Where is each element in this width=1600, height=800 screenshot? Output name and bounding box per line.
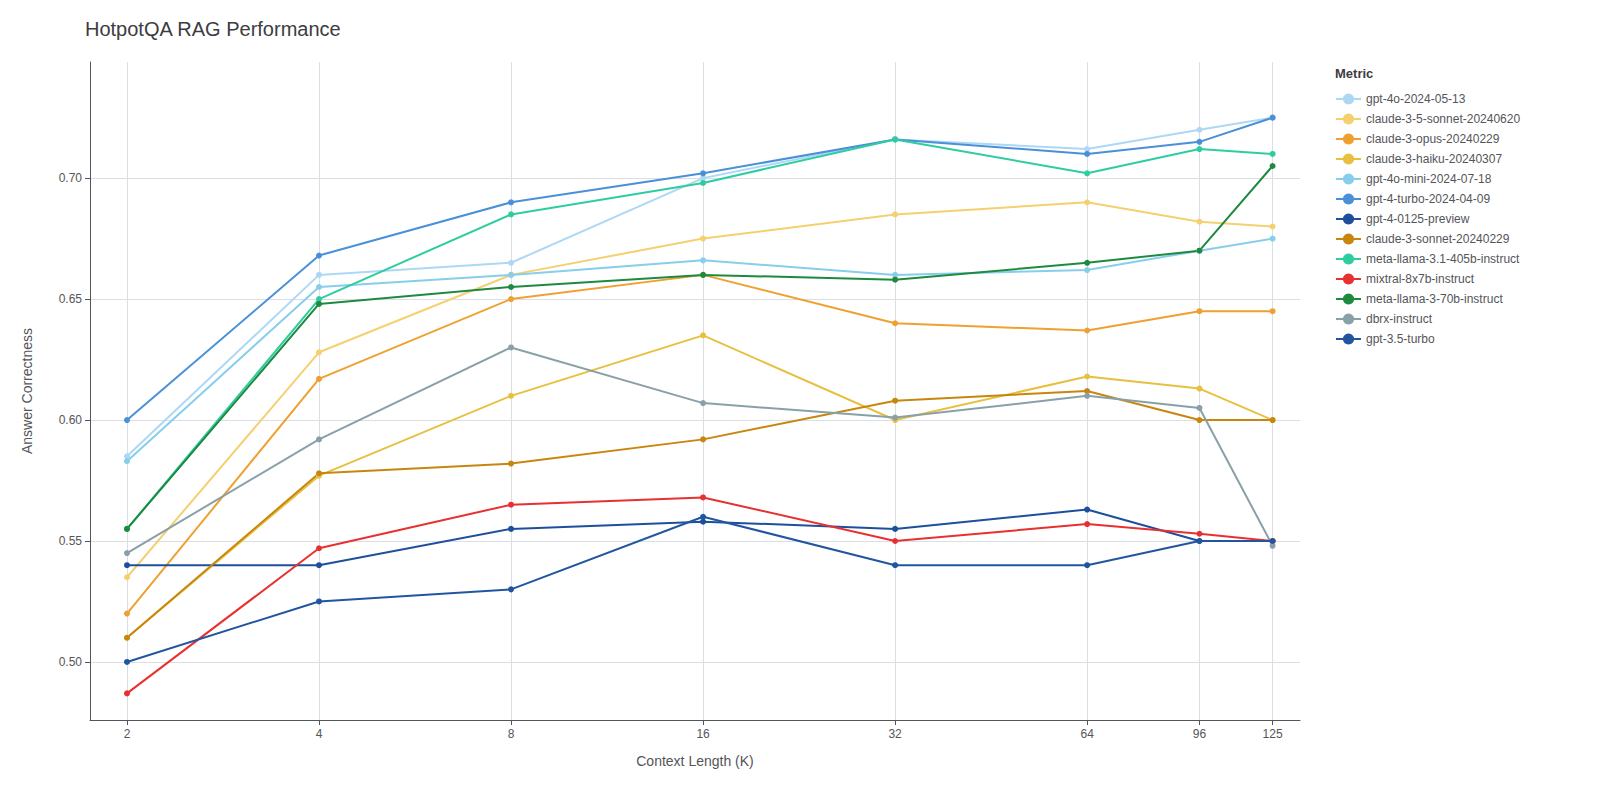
svg-text:gpt-3.5-turbo: gpt-3.5-turbo xyxy=(1366,332,1435,346)
svg-text:96: 96 xyxy=(1193,727,1207,741)
svg-text:claude-3-5-sonnet-20240620: claude-3-5-sonnet-20240620 xyxy=(1366,112,1520,126)
svg-text:claude-3-opus-20240229: claude-3-opus-20240229 xyxy=(1366,132,1500,146)
svg-text:gpt-4o-2024-05-13: gpt-4o-2024-05-13 xyxy=(1366,92,1466,106)
svg-text:mixtral-8x7b-instruct: mixtral-8x7b-instruct xyxy=(1366,272,1475,286)
svg-text:0.60: 0.60 xyxy=(59,413,83,427)
svg-text:claude-3-haiku-20240307: claude-3-haiku-20240307 xyxy=(1366,152,1502,166)
svg-text:meta-llama-3-70b-instruct: meta-llama-3-70b-instruct xyxy=(1366,292,1503,306)
svg-text:0.55: 0.55 xyxy=(59,534,83,548)
svg-text:0.65: 0.65 xyxy=(59,292,83,306)
svg-text:Metric: Metric xyxy=(1335,66,1373,81)
svg-text:2: 2 xyxy=(124,727,131,741)
svg-text:gpt-4o-mini-2024-07-18: gpt-4o-mini-2024-07-18 xyxy=(1366,172,1492,186)
svg-text:Answer Correctness: Answer Correctness xyxy=(19,328,35,454)
svg-text:dbrx-instruct: dbrx-instruct xyxy=(1366,312,1433,326)
svg-text:0.70: 0.70 xyxy=(59,171,83,185)
svg-text:HotpotQA RAG Performance: HotpotQA RAG Performance xyxy=(85,18,341,40)
svg-text:64: 64 xyxy=(1080,727,1094,741)
svg-text:0.50: 0.50 xyxy=(59,655,83,669)
svg-text:Context Length (K): Context Length (K) xyxy=(636,753,754,769)
svg-text:4: 4 xyxy=(316,727,323,741)
svg-text:gpt-4-0125-preview: gpt-4-0125-preview xyxy=(1366,212,1470,226)
svg-text:gpt-4-turbo-2024-04-09: gpt-4-turbo-2024-04-09 xyxy=(1366,192,1490,206)
svg-text:8: 8 xyxy=(508,727,515,741)
svg-text:32: 32 xyxy=(888,727,902,741)
svg-text:16: 16 xyxy=(696,727,710,741)
svg-text:claude-3-sonnet-20240229: claude-3-sonnet-20240229 xyxy=(1366,232,1510,246)
svg-text:meta-llama-3.1-405b-instruct: meta-llama-3.1-405b-instruct xyxy=(1366,252,1520,266)
svg-text:125: 125 xyxy=(1263,727,1283,741)
